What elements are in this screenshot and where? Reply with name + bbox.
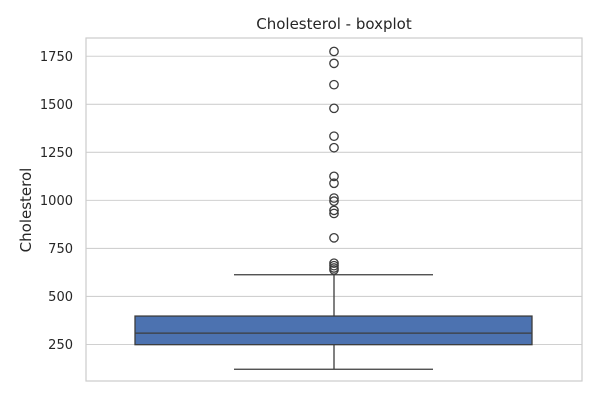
y-tick-label: 1500 (40, 98, 73, 113)
interquartile-box (134, 315, 533, 346)
outlier-point (329, 178, 339, 189)
outlier-point (329, 232, 339, 243)
y-axis-label: Cholesterol (17, 168, 35, 253)
y-axis-ticks: 250 500 750 1000 1250 1500 1750 (40, 50, 73, 353)
y-tick-label: 250 (48, 338, 73, 353)
outlier-point (329, 103, 339, 114)
y-tick-label: 1750 (40, 50, 73, 65)
outlier-point (329, 258, 339, 269)
y-tick-label: 500 (48, 290, 73, 305)
outlier-point (329, 58, 339, 69)
outlier-point (329, 142, 339, 153)
y-tick-label: 750 (48, 242, 73, 257)
outlier-point (329, 46, 339, 57)
chart-title: Cholesterol - boxplot (256, 15, 412, 33)
y-tick-label: 1000 (40, 194, 73, 209)
outlier-point (329, 205, 339, 216)
outlier-points (329, 46, 339, 275)
outlier-point (329, 171, 339, 182)
outlier-point (329, 131, 339, 142)
outlier-point (329, 193, 339, 203)
outlier-point (329, 208, 339, 219)
y-tick-label: 1250 (40, 146, 73, 161)
outlier-point (329, 196, 339, 206)
outlier-point (329, 79, 339, 90)
outlier-point (329, 260, 339, 271)
plot-area-frame (85, 37, 583, 382)
boxplot-body (134, 274, 533, 370)
